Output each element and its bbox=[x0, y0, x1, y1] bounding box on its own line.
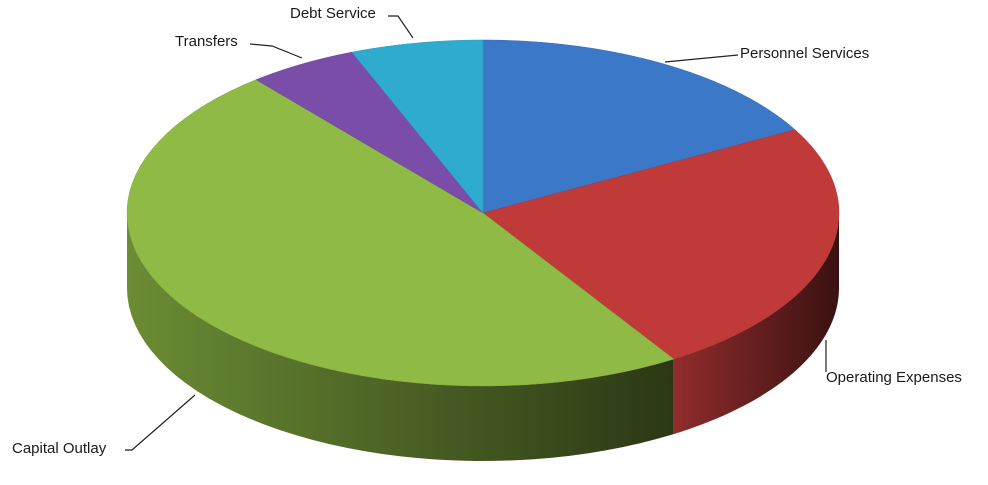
leader-line bbox=[249, 43, 303, 59]
slice-label: Personnel Services bbox=[740, 45, 869, 62]
pie-slice bbox=[482, 39, 796, 214]
slice-label: Debt Service bbox=[290, 5, 376, 22]
leader-line bbox=[664, 54, 739, 63]
labels: Personnel Services Operating Expenses Capi… bbox=[12, 5, 962, 457]
slice-label: Operating Expenses bbox=[826, 369, 962, 386]
slice-label: Transfers bbox=[175, 33, 238, 50]
pie-slice bbox=[351, 39, 484, 214]
pie-slice bbox=[126, 79, 675, 387]
pie-side bbox=[127, 213, 674, 461]
leader-line bbox=[388, 15, 414, 39]
pie-slice bbox=[255, 51, 484, 214]
pie-side bbox=[673, 213, 839, 435]
slice-label: Capital Outlay bbox=[12, 440, 107, 457]
leader-line bbox=[125, 394, 196, 451]
pie-slice bbox=[482, 129, 840, 360]
pie-sides bbox=[127, 213, 839, 461]
pie-tops bbox=[126, 39, 840, 387]
